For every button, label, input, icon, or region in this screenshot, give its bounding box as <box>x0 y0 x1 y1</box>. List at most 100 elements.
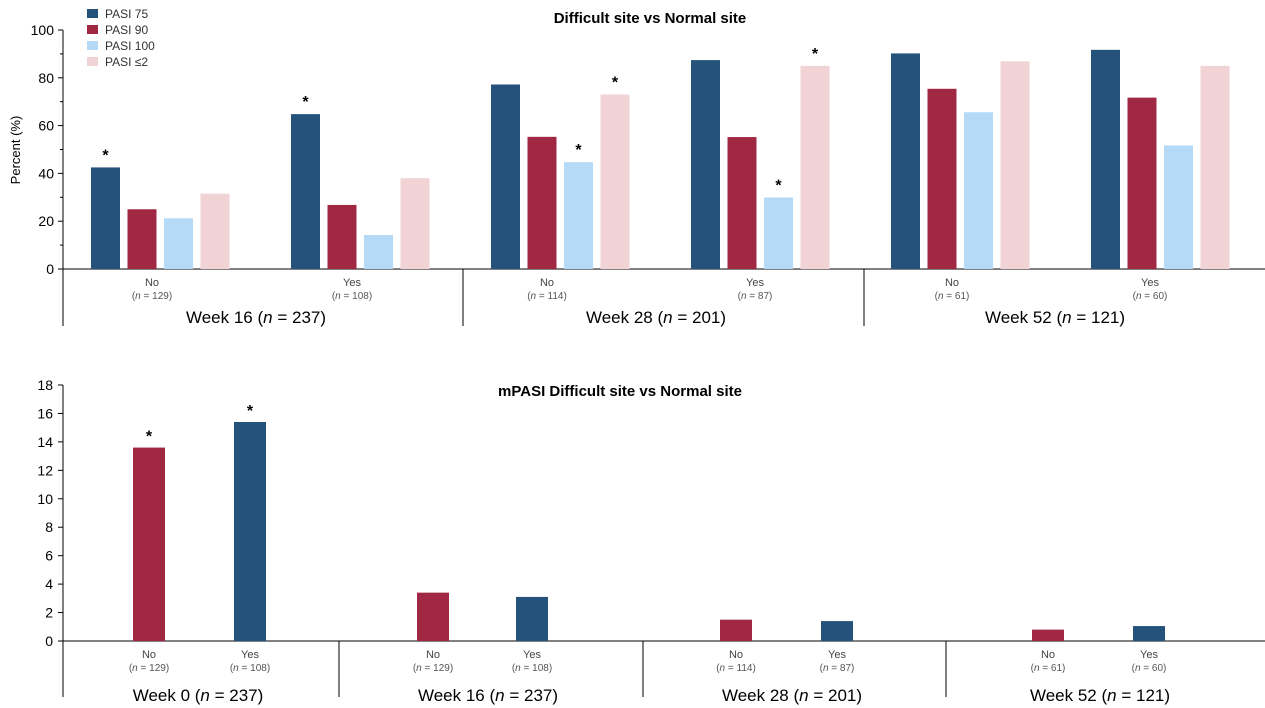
category-label: Yes <box>1140 649 1158 661</box>
bar-1-6 <box>1091 49 1120 269</box>
bar-4-6 <box>1200 65 1230 269</box>
bar-4-1 <box>200 193 230 269</box>
group-label: Week 16 (n = 237) <box>418 686 558 705</box>
significance-marker: * <box>575 142 582 159</box>
y-tick-label: 0 <box>45 633 53 649</box>
bar-4-5 <box>1000 61 1030 270</box>
category-label: No <box>145 277 159 289</box>
category-label: Yes <box>343 277 361 289</box>
y-tick-label: 80 <box>38 70 54 86</box>
y-tick-label: 6 <box>45 548 53 564</box>
bar-3 <box>417 592 449 641</box>
bar-4-4 <box>800 65 830 269</box>
bar-2-1 <box>127 209 157 269</box>
y-tick-label: 10 <box>37 491 53 507</box>
category-n-label: (n = 129) <box>129 663 169 674</box>
y-tick-label: 2 <box>45 605 53 621</box>
category-label: Yes <box>241 649 259 661</box>
y-tick-label: 16 <box>37 405 53 421</box>
y-tick-label: 40 <box>38 165 54 181</box>
bar-2-4 <box>727 137 757 269</box>
legend-swatch-4 <box>87 57 98 66</box>
legend-swatch-1 <box>87 9 98 18</box>
significance-marker: * <box>102 147 109 164</box>
category-n-label: (n = 108) <box>332 291 372 302</box>
category-n-label: (n = 129) <box>413 663 453 674</box>
group-label: Week 16 (n = 237) <box>186 308 326 327</box>
category-n-label: (n = 108) <box>512 663 552 674</box>
y-axis-label: Percent (%) <box>8 116 23 185</box>
chart-title: mPASI Difficult site vs Normal site <box>498 383 742 400</box>
bar-1-4 <box>691 60 720 269</box>
y-tick-label: 8 <box>45 519 53 535</box>
bottom-chart: mPASI Difficult site vs Normal site 0 2 4 6 8… <box>37 377 1265 705</box>
legend-label-2: PASI 90 <box>105 23 148 37</box>
chart-title: Difficult site vs Normal site <box>554 10 747 27</box>
bar-2-5 <box>927 88 957 269</box>
bar-3-1 <box>164 218 193 269</box>
category-n-label: (n = 60) <box>1133 291 1168 302</box>
bar-4-2 <box>400 178 430 269</box>
category-n-label: (n = 61) <box>935 291 970 302</box>
group-label: Week 0 (n = 237) <box>133 686 264 705</box>
category-n-label: (n = 114) <box>527 291 567 302</box>
category-label: No <box>426 649 440 661</box>
category-label: No <box>729 649 743 661</box>
category-label: Yes <box>828 649 846 661</box>
bar-1-1 <box>91 167 120 269</box>
bar-3-6 <box>1164 145 1193 269</box>
group-label: Week 52 (n = 121) <box>1030 686 1170 705</box>
category-n-label: (n = 87) <box>820 663 855 674</box>
legend-label-3: PASI 100 <box>105 39 155 53</box>
y-tick-label: 12 <box>37 462 53 478</box>
legend-label-1: PASI 75 <box>105 7 148 21</box>
category-label: No <box>142 649 156 661</box>
legend-label-4: PASI ≤2 <box>105 55 148 69</box>
significance-marker: * <box>146 429 153 446</box>
bar-3-4 <box>764 197 793 269</box>
bar-2 <box>234 421 266 641</box>
category-n-label: (n = 108) <box>230 663 270 674</box>
category-label: Yes <box>523 649 541 661</box>
legend-swatch-2 <box>87 25 98 34</box>
category-label: Yes <box>746 277 764 289</box>
bar-2-3 <box>527 136 557 269</box>
significance-marker: * <box>775 178 782 195</box>
y-tick-label: 100 <box>31 22 55 38</box>
y-tick-label: 20 <box>38 213 54 229</box>
category-n-label: (n = 129) <box>132 291 172 302</box>
bar-3-2 <box>364 235 393 269</box>
y-tick-label: 60 <box>38 118 54 134</box>
category-label: Yes <box>1141 277 1159 289</box>
bar-6 <box>821 621 853 641</box>
category-n-label: (n = 87) <box>738 291 773 302</box>
significance-marker: * <box>812 46 819 63</box>
bar-1 <box>133 447 165 641</box>
legend-swatch-3 <box>87 41 98 50</box>
y-tick-label: 14 <box>37 434 53 450</box>
significance-marker: * <box>247 403 254 420</box>
group-label: Week 52 (n = 121) <box>985 308 1125 327</box>
significance-marker: * <box>302 94 309 111</box>
y-tick-label: 0 <box>46 261 54 277</box>
bar-1-3 <box>491 84 520 269</box>
bar-3-5 <box>964 112 993 269</box>
y-tick-label: 18 <box>37 377 53 393</box>
bar-1-5 <box>891 53 920 270</box>
y-tick-label: 4 <box>45 576 53 592</box>
group-label: Week 28 (n = 201) <box>586 308 726 327</box>
group-label: Week 28 (n = 201) <box>722 686 862 705</box>
bar-2-6 <box>1127 97 1157 270</box>
bar-3-3 <box>564 162 593 269</box>
bar-5 <box>720 619 752 641</box>
bar-1-2 <box>291 114 320 270</box>
category-n-label: (n = 61) <box>1031 663 1066 674</box>
category-label: No <box>1041 649 1055 661</box>
bar-7 <box>1032 629 1064 641</box>
significance-marker: * <box>612 75 619 92</box>
category-label: No <box>945 277 959 289</box>
category-label: No <box>540 277 554 289</box>
category-n-label: (n = 114) <box>716 663 756 674</box>
top-chart: Difficult site vs Normal site Percent (%)… <box>8 7 1265 327</box>
